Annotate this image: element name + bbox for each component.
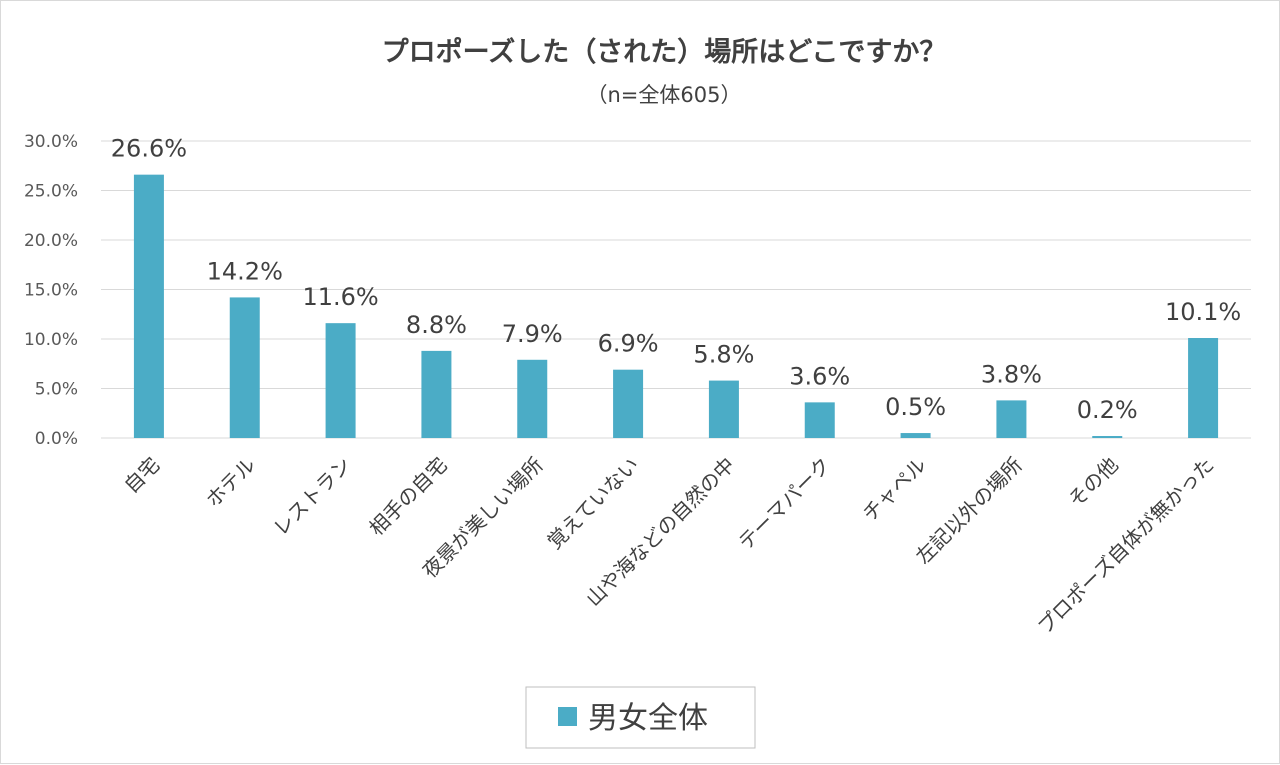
data-label: 8.8% (406, 311, 467, 339)
y-tick-label: 15.0% (24, 281, 78, 301)
y-tick-label: 20.0% (24, 231, 78, 251)
bar (517, 359, 548, 438)
x-tick-label: チャペル (858, 453, 931, 526)
legend-label: 男女全体 (588, 701, 708, 736)
chart-title: プロポーズした（された）場所はどこですか？ (382, 36, 947, 68)
bar (900, 433, 931, 438)
legend: 男女全体 (525, 686, 756, 749)
y-axis-ticks: 0.0% 5.0% 10.0% 15.0% 20.0% 25.0% 30.0% (24, 132, 78, 449)
y-tick-label: 30.0% (24, 132, 78, 152)
chart-subtitle: （n=全体605） (587, 83, 742, 107)
legend-swatch (558, 707, 577, 726)
bar (804, 402, 835, 438)
bar (1188, 338, 1219, 438)
x-tick-label: その他 (1063, 453, 1122, 512)
bar (325, 323, 356, 438)
x-tick-label: レストラン (268, 453, 356, 541)
data-label: 7.9% (502, 320, 563, 348)
y-tick-label: 25.0% (24, 182, 78, 202)
data-label: 5.8% (693, 341, 754, 369)
x-tick-label: ホテル (201, 453, 260, 512)
x-tick-label: プロポーズ自体が無かった (1033, 453, 1219, 639)
x-tick-label: 覚えていない (543, 453, 644, 554)
bar (421, 350, 452, 438)
data-label: 14.2% (207, 257, 283, 285)
bar (996, 400, 1027, 438)
x-tick-label: テーマパーク (733, 453, 835, 555)
x-axis-ticks: 自宅 ホテル レストラン 相手の自宅夜景が美しい場所覚えていない山や海などの自然の中テ… (119, 453, 1218, 639)
y-tick-label: 10.0% (24, 330, 78, 350)
data-label: 3.6% (789, 362, 850, 390)
x-tick-label: 自宅 (119, 453, 164, 498)
data-label: 0.5% (885, 393, 946, 421)
x-tick-label: 相手の自宅 (364, 453, 452, 541)
data-labels: 26.6% 14.2% 11.6% 8.8% 7.9% 6.9% 5.8% 3.6% 0.5% 3… (111, 135, 1241, 424)
data-label: 10.1% (1165, 298, 1241, 326)
y-tick-label: 0.0% (35, 429, 78, 449)
bar (613, 369, 644, 438)
data-label: 0.2% (1077, 396, 1138, 424)
y-tick-label: 5.0% (35, 380, 78, 400)
data-label: 3.8% (981, 360, 1042, 388)
bar (1092, 436, 1123, 438)
bar (229, 297, 260, 438)
data-label: 11.6% (302, 283, 378, 311)
bars (133, 174, 1219, 438)
gridlines (101, 140, 1251, 439)
data-label: 26.6% (111, 135, 187, 163)
bar (133, 174, 164, 438)
bar (708, 380, 739, 438)
data-label: 6.9% (598, 330, 659, 358)
